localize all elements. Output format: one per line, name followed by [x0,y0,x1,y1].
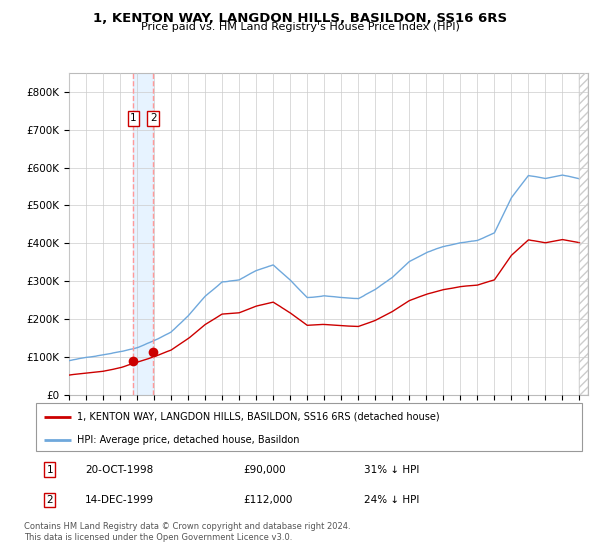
Text: £90,000: £90,000 [244,465,286,475]
Text: 31% ↓ HPI: 31% ↓ HPI [364,465,419,475]
Text: This data is licensed under the Open Government Licence v3.0.: This data is licensed under the Open Gov… [24,533,292,542]
Text: 14-DEC-1999: 14-DEC-1999 [85,495,154,505]
Text: 1: 1 [130,113,137,123]
Text: £112,000: £112,000 [244,495,293,505]
Text: 24% ↓ HPI: 24% ↓ HPI [364,495,419,505]
Text: 1, KENTON WAY, LANGDON HILLS, BASILDON, SS16 6RS (detached house): 1, KENTON WAY, LANGDON HILLS, BASILDON, … [77,412,440,422]
Text: 2: 2 [150,113,157,123]
Bar [133,73,154,395]
Text: Contains HM Land Registry data © Crown copyright and database right 2024.: Contains HM Land Registry data © Crown c… [24,522,350,531]
Text: HPI: Average price, detached house, Basildon: HPI: Average price, detached house, Basi… [77,435,299,445]
Text: 2: 2 [46,495,53,505]
Text: 1, KENTON WAY, LANGDON HILLS, BASILDON, SS16 6RS: 1, KENTON WAY, LANGDON HILLS, BASILDON, … [93,12,507,25]
Text: 1: 1 [46,465,53,475]
Text: Price paid vs. HM Land Registry's House Price Index (HPI): Price paid vs. HM Land Registry's House … [140,22,460,32]
Text: 20-OCT-1998: 20-OCT-1998 [85,465,154,475]
